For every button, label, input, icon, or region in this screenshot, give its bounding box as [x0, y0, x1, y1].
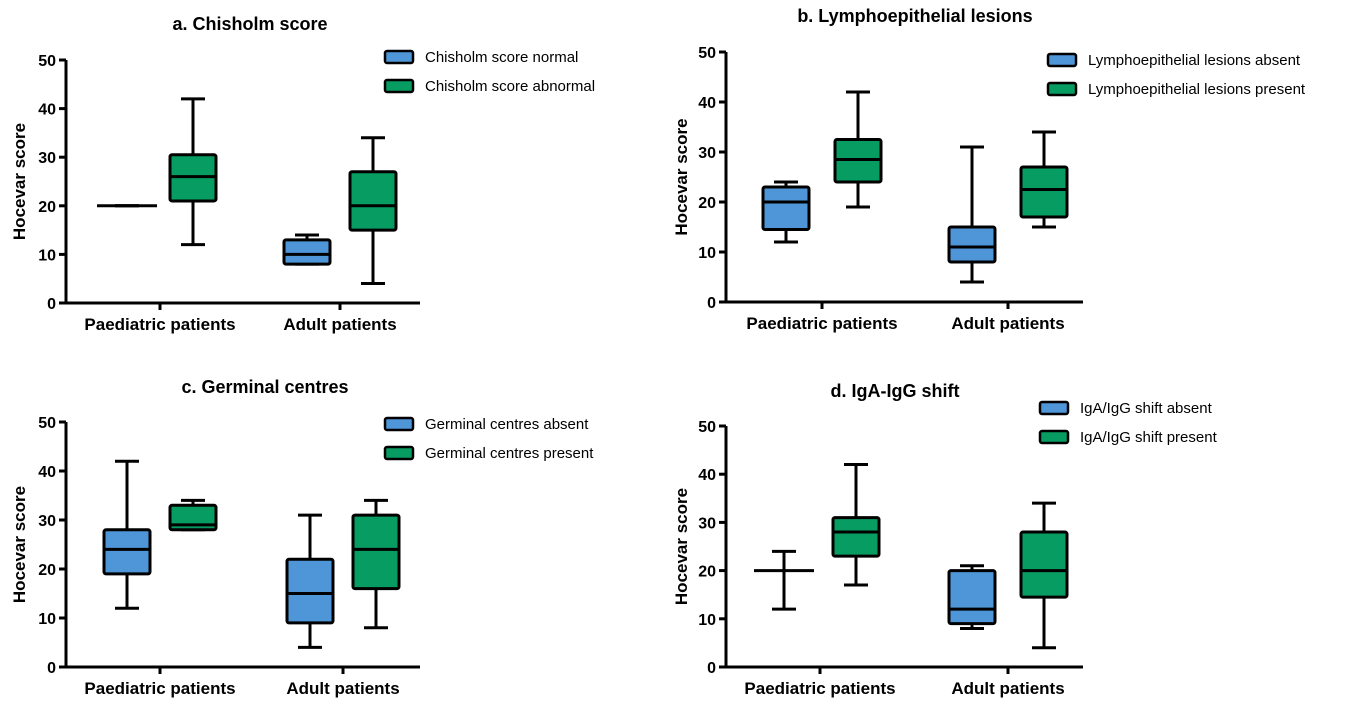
box-iqr: [1019, 530, 1069, 599]
box-iqr: [102, 528, 152, 576]
box-present-adult: [348, 136, 398, 286]
y-tick-label: 10: [698, 245, 716, 262]
y-tick-label: 40: [38, 464, 56, 481]
box-absent-paediatric: [102, 459, 152, 610]
y-tick-label: 40: [38, 102, 56, 119]
chart-title: b. Lymphoepithelial lesions: [797, 6, 1032, 26]
y-tick-label: 0: [707, 295, 716, 312]
box-iqr: [285, 557, 335, 625]
y-axis-label: Hocevar score: [672, 118, 691, 235]
legend-label: Chisholm score normal: [425, 49, 578, 66]
x-tick-label: Adult patients: [286, 679, 399, 698]
y-tick-label: 0: [707, 660, 716, 677]
legend-item-present: Germinal centres present: [383, 445, 594, 462]
y-tick-label: 50: [698, 419, 716, 436]
chart-panel-4: d. IgA-IgG shift Hocevar score 0 10 20 30 40 50…: [672, 381, 1218, 698]
legend-item-absent: IgA/IgG shift absent: [1038, 400, 1213, 417]
x-tick-label: Paediatric patients: [744, 679, 895, 698]
chart-title: c. Germinal centres: [181, 377, 348, 397]
box-absent-adult: [285, 513, 335, 649]
box-iqr: [947, 225, 997, 264]
box-present-adult: [351, 498, 401, 630]
box-iqr: [1019, 165, 1069, 219]
box-iqr: [348, 170, 398, 232]
legend-swatch: [1038, 429, 1070, 445]
y-tick-label: 40: [698, 95, 716, 112]
box-present-paediatric: [168, 97, 218, 247]
y-tick-label: 0: [47, 660, 56, 677]
box-present-adult: [1019, 501, 1069, 650]
box-absent-paediatric: [754, 549, 814, 611]
y-axis-label: Hocevar score: [672, 488, 691, 605]
x-tick-label: Paediatric patients: [746, 314, 897, 333]
y-tick-label: 10: [38, 611, 56, 628]
chart-title: d. IgA-IgG shift: [831, 381, 960, 401]
legend-swatch: [1046, 52, 1078, 68]
box-present-adult: [1019, 130, 1069, 229]
x-tick-label: Adult patients: [951, 314, 1064, 333]
box-iqr: [351, 513, 401, 591]
legend-label: Germinal centres absent: [425, 416, 589, 433]
legend-item-absent: Lymphoepithelial lesions absent: [1046, 52, 1301, 69]
legend-swatch: [383, 78, 415, 94]
y-tick-label: 0: [47, 296, 56, 313]
y-tick-label: 30: [38, 150, 56, 167]
y-tick-label: 30: [38, 513, 56, 530]
chart-panel-1: a. Chisholm score Hocevar score 0 10 20 30 40 5…: [10, 14, 595, 334]
legend-item-absent: Chisholm score normal: [383, 49, 578, 66]
y-tick-label: 10: [698, 612, 716, 629]
y-tick-label: 40: [698, 467, 716, 484]
box-absent-adult: [282, 233, 332, 266]
legend-item-present: IgA/IgG shift present: [1038, 429, 1218, 446]
y-tick-label: 10: [38, 247, 56, 264]
box-iqr: [282, 238, 332, 266]
box-iqr: [761, 185, 811, 231]
chart-title: a. Chisholm score: [172, 14, 327, 34]
legend-swatch: [383, 416, 415, 432]
legend-item-absent: Germinal centres absent: [383, 416, 589, 433]
box-present-paediatric: [168, 498, 218, 532]
x-tick-label: Paediatric patients: [84, 315, 235, 334]
x-tick-label: Adult patients: [951, 679, 1064, 698]
y-tick-label: 20: [38, 199, 56, 216]
legend-swatch: [383, 445, 415, 461]
legend-swatch: [1038, 400, 1070, 416]
y-axis-label: Hocevar score: [10, 486, 29, 603]
box-absent-paediatric: [761, 180, 811, 244]
box-present-paediatric: [833, 90, 883, 209]
y-tick-label: 30: [698, 145, 716, 162]
legend-label: IgA/IgG shift absent: [1080, 400, 1213, 417]
y-tick-label: 50: [38, 415, 56, 432]
legend-label: Lymphoepithelial lesions present: [1088, 81, 1306, 98]
chart-panel-3: c. Germinal centres Hocevar score 0 10 20 30 4…: [10, 377, 594, 698]
y-tick-label: 30: [698, 515, 716, 532]
y-tick-label: 50: [38, 53, 56, 70]
y-tick-label: 20: [698, 564, 716, 581]
x-tick-label: Adult patients: [283, 315, 396, 334]
legend-label: IgA/IgG shift present: [1080, 429, 1218, 446]
chart-panel-2: b. Lymphoepithelial lesions Hocevar score…: [672, 6, 1306, 333]
y-tick-label: 50: [698, 45, 716, 62]
box-absent-adult: [947, 564, 997, 630]
legend-swatch: [1046, 81, 1078, 97]
x-tick-label: Paediatric patients: [84, 679, 235, 698]
y-tick-label: 20: [698, 195, 716, 212]
legend-item-present: Lymphoepithelial lesions present: [1046, 81, 1306, 98]
legend-label: Chisholm score abnormal: [425, 78, 595, 95]
box-iqr: [947, 569, 997, 626]
box-iqr: [831, 516, 881, 558]
box-absent-adult: [947, 145, 997, 284]
legend-label: Lymphoepithelial lesions absent: [1088, 52, 1301, 69]
y-tick-label: 20: [38, 562, 56, 579]
legend-swatch: [383, 49, 415, 65]
legend-item-present: Chisholm score abnormal: [383, 78, 595, 95]
legend-label: Germinal centres present: [425, 445, 594, 462]
y-axis-label: Hocevar score: [10, 123, 29, 240]
box-present-paediatric: [831, 463, 881, 587]
